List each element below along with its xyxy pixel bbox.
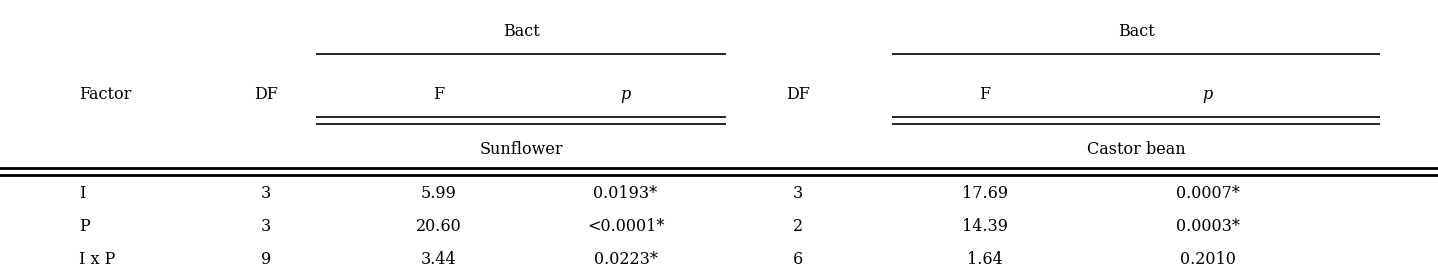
Text: 3: 3: [260, 185, 272, 201]
Text: <0.0001*: <0.0001*: [587, 218, 664, 235]
Text: 1.64: 1.64: [968, 251, 1002, 268]
Text: 0.0193*: 0.0193*: [594, 185, 657, 201]
Text: Castor bean: Castor bean: [1087, 141, 1185, 158]
Text: 0.0223*: 0.0223*: [594, 251, 657, 268]
Text: 5.99: 5.99: [421, 185, 456, 201]
Text: I: I: [79, 185, 85, 201]
Text: 0.0003*: 0.0003*: [1176, 218, 1240, 235]
Text: F: F: [979, 86, 991, 103]
Text: 6: 6: [792, 251, 804, 268]
Text: DF: DF: [255, 86, 278, 103]
Text: 3: 3: [260, 218, 272, 235]
Text: Bact: Bact: [1117, 23, 1155, 39]
Text: 0.2010: 0.2010: [1181, 251, 1235, 268]
Text: I x P: I x P: [79, 251, 115, 268]
Text: DF: DF: [787, 86, 810, 103]
Text: 14.39: 14.39: [962, 218, 1008, 235]
Text: 0.0007*: 0.0007*: [1176, 185, 1240, 201]
Text: Bact: Bact: [503, 23, 539, 39]
Text: 17.69: 17.69: [962, 185, 1008, 201]
Text: 20.60: 20.60: [416, 218, 462, 235]
Text: 3: 3: [792, 185, 804, 201]
Text: p: p: [620, 86, 631, 103]
Text: 2: 2: [792, 218, 804, 235]
Text: Sunflower: Sunflower: [479, 141, 564, 158]
Text: Factor: Factor: [79, 86, 131, 103]
Text: 9: 9: [260, 251, 272, 268]
Text: 3.44: 3.44: [421, 251, 456, 268]
Text: P: P: [79, 218, 89, 235]
Text: p: p: [1202, 86, 1214, 103]
Text: F: F: [433, 86, 444, 103]
